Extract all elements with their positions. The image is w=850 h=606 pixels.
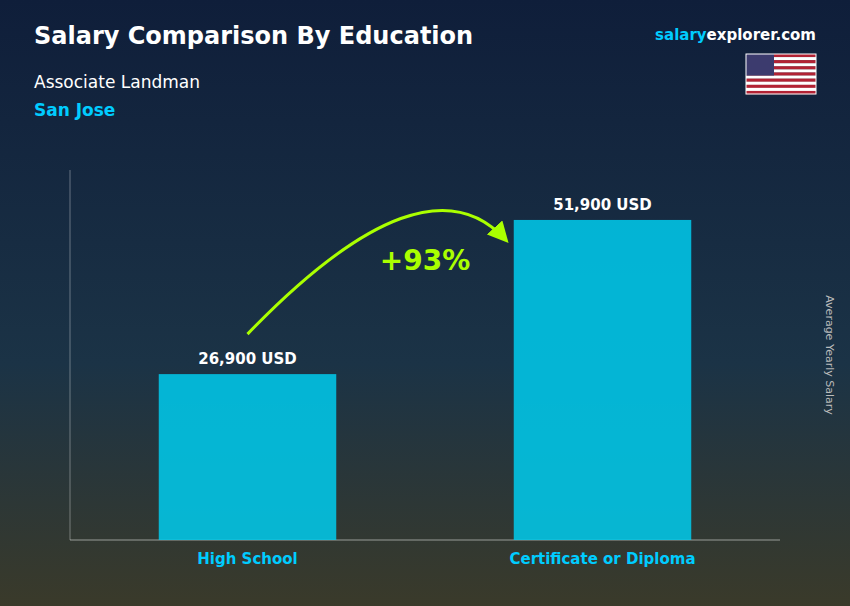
city: San Jose bbox=[34, 100, 115, 120]
bar bbox=[514, 220, 692, 540]
flag-stripe bbox=[746, 82, 816, 85]
bars bbox=[159, 220, 692, 540]
background bbox=[0, 0, 850, 606]
chart: Salary Comparison By Education salaryexpl… bbox=[0, 0, 850, 606]
flag-canton bbox=[746, 54, 774, 76]
flag-stripe bbox=[746, 79, 816, 82]
category-label: High School bbox=[197, 550, 297, 568]
y-axis-label: Average Yearly Salary bbox=[823, 295, 836, 415]
data-label: 51,900 USD bbox=[553, 196, 652, 214]
flag bbox=[746, 54, 816, 94]
flag-stripe bbox=[746, 85, 816, 88]
subtitle: Associate Landman bbox=[34, 72, 200, 92]
bar bbox=[159, 374, 337, 540]
change-label: +93% bbox=[380, 244, 470, 277]
site-part: salary bbox=[655, 26, 707, 44]
change-arrow bbox=[248, 210, 506, 334]
flag-stripe bbox=[746, 76, 816, 79]
title: Salary Comparison By Education bbox=[34, 22, 473, 50]
data-label: 26,900 USD bbox=[198, 350, 297, 368]
flag-stripe bbox=[746, 88, 816, 91]
category-label: Certificate or Diploma bbox=[509, 550, 695, 568]
site-part: explorer.com bbox=[707, 26, 816, 44]
y-axis-line bbox=[70, 170, 71, 540]
flag-border bbox=[746, 54, 816, 94]
site-name: salaryexplorer.com bbox=[655, 26, 816, 44]
